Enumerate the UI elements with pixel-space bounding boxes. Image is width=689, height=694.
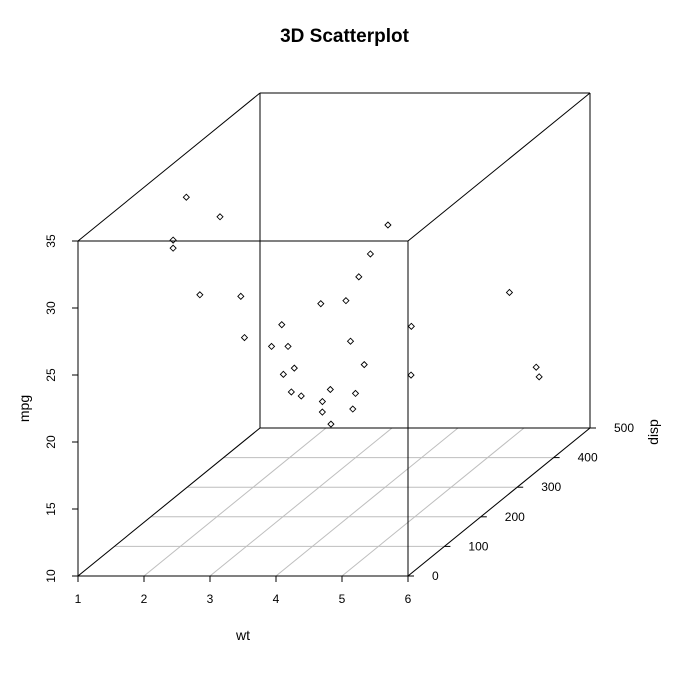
x-tick-label: 1 <box>75 592 82 606</box>
z-tick-label: 500 <box>614 421 634 435</box>
data-point <box>216 213 224 221</box>
floor-grid-line <box>209 427 393 577</box>
y-axis-label: mpg <box>16 395 32 422</box>
box-edge <box>77 427 261 577</box>
y-tick-label: 20 <box>44 435 58 449</box>
data-point <box>240 333 249 342</box>
data-point <box>532 363 540 371</box>
data-point <box>346 337 355 345</box>
data-point <box>284 342 292 351</box>
z-tick-label: 100 <box>468 539 488 553</box>
chart-title: 3D Scatterplot <box>280 26 409 47</box>
x-tick-label: 2 <box>141 592 148 606</box>
data-point <box>182 193 190 201</box>
data-point <box>196 291 204 299</box>
z-tick-label: 0 <box>432 569 439 583</box>
data-point <box>297 392 305 400</box>
y-tick-label: 10 <box>44 569 58 583</box>
z-tick-label: 300 <box>541 480 561 494</box>
data-point <box>327 420 335 428</box>
data-point <box>366 250 375 258</box>
z-tick-label: 400 <box>578 451 598 465</box>
z-tick-label: 200 <box>505 510 525 524</box>
x-tick-label: 3 <box>207 592 214 606</box>
data-point <box>169 244 177 252</box>
data-point <box>360 360 368 369</box>
y-tick-label: 25 <box>44 368 58 382</box>
data-point <box>290 364 298 372</box>
data-point <box>349 405 357 413</box>
box-edge <box>407 92 591 242</box>
data-point <box>535 373 543 381</box>
data-point <box>279 370 288 378</box>
data-point <box>355 273 363 281</box>
data-point <box>267 342 276 351</box>
x-tick-label: 6 <box>405 592 412 606</box>
floor-grid-line <box>341 427 525 577</box>
box-edge <box>77 92 261 242</box>
y-tick-label: 35 <box>44 234 58 248</box>
floor-grid-line <box>143 427 327 577</box>
data-point <box>317 300 325 308</box>
data-point <box>318 397 327 406</box>
data-point <box>278 321 286 329</box>
data-point <box>169 236 177 244</box>
data-point <box>505 288 514 297</box>
data-point <box>342 297 350 305</box>
data-point <box>318 408 326 416</box>
y-tick-label: 15 <box>44 502 58 516</box>
data-point <box>351 389 360 398</box>
data-point <box>384 221 392 229</box>
x-axis-label: wt <box>235 627 250 643</box>
x-tick-label: 5 <box>339 592 346 606</box>
data-point <box>287 388 295 396</box>
data-point <box>326 385 334 394</box>
z-axis-label: disp <box>645 419 661 445</box>
data-point <box>237 292 245 300</box>
x-tick-label: 4 <box>273 592 280 606</box>
data-point <box>407 371 415 379</box>
y-tick-label: 30 <box>44 301 58 315</box>
data-point <box>407 322 415 330</box>
floor-grid-line <box>275 427 459 577</box>
box-edge <box>407 427 591 577</box>
